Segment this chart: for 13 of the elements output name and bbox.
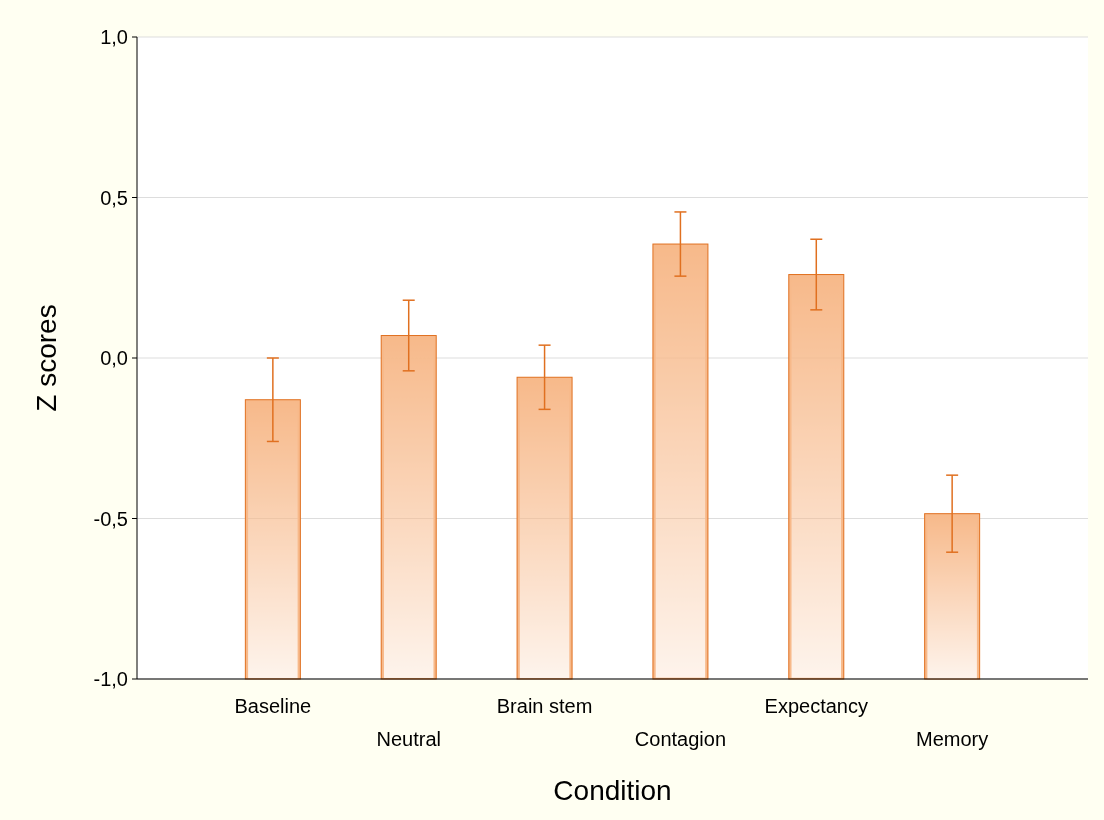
- x-tick-label: Brain stem: [496, 695, 593, 717]
- y-tick-label: -1,0: [93, 668, 128, 690]
- x-tick-label: Expectancy: [764, 695, 868, 717]
- x-axis-title: Condition: [553, 775, 672, 806]
- x-tick-label: Neutral: [376, 728, 441, 750]
- y-tick-label: 1,0: [100, 26, 128, 48]
- x-tick-label: Memory: [916, 728, 989, 750]
- y-axis-title: Z scores: [31, 304, 62, 412]
- y-tick-label: -0,5: [93, 507, 128, 530]
- x-tick-label: Contagion: [634, 728, 727, 750]
- y-tick-label: 0,0: [100, 347, 128, 369]
- y-tick-label: 0,5: [100, 186, 128, 209]
- x-tick-label: Baseline: [234, 695, 312, 717]
